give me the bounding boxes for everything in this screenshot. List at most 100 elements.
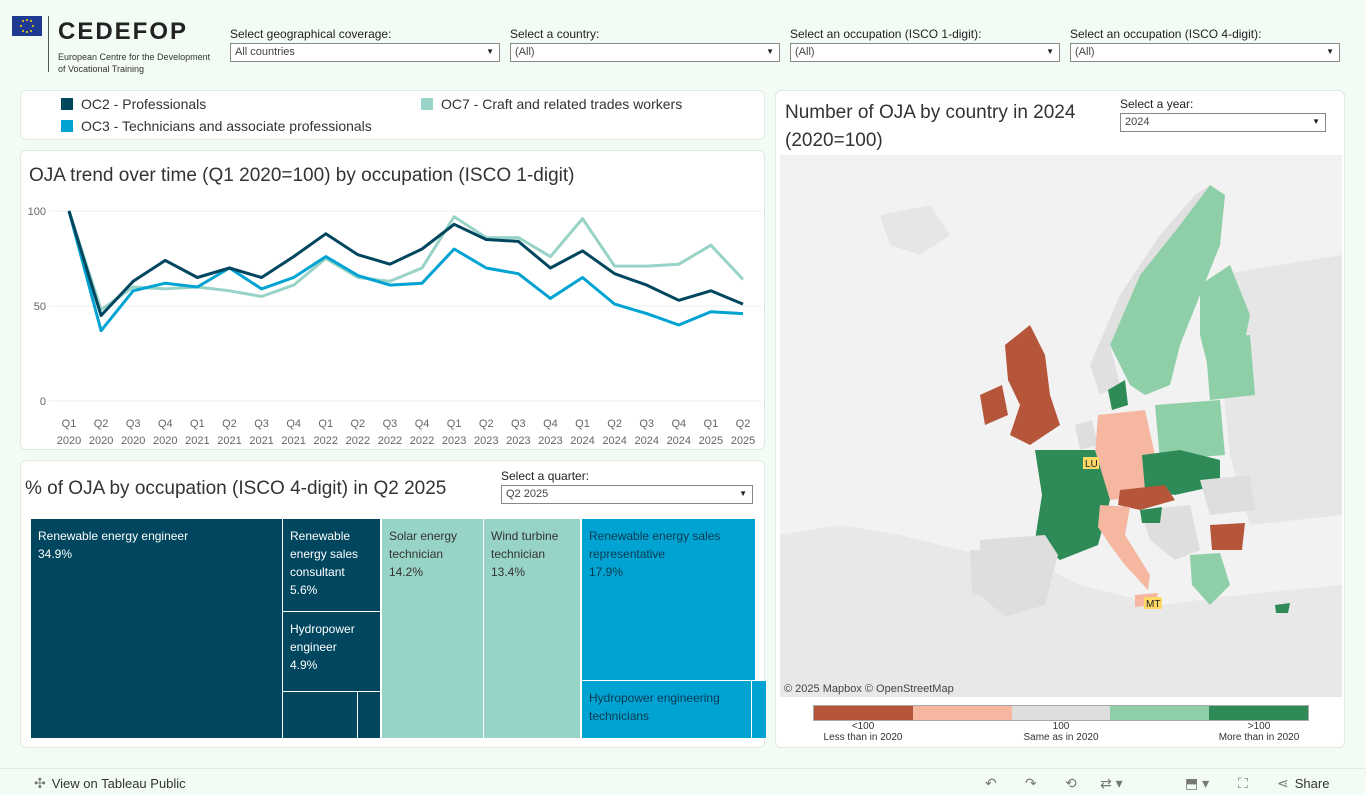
tableau-icon: ✣ (34, 775, 46, 791)
country-select[interactable]: (All) ▼ (510, 43, 780, 62)
series-line-oc2[interactable] (67, 210, 744, 317)
country-portugal[interactable] (970, 550, 988, 595)
x-tick-quarter: Q2 (222, 418, 237, 430)
occupation-1digit-select[interactable]: (All) ▼ (790, 43, 1060, 62)
x-tick-quarter: Q1 (575, 418, 590, 430)
x-tick-year: 2022 (314, 435, 338, 447)
treemap-cell-sales-consultant[interactable]: Renewable energy sales consultant 5.6% (283, 519, 381, 612)
undo-button[interactable]: ↶ (985, 775, 997, 792)
trend-chart[interactable]: 0 50 100 Q1 2020 Q2 2020 Q3 2020 Q4 2020 Q1 2021 Q2 20… (21, 151, 764, 449)
y-tick-label: 100 (28, 206, 46, 218)
country-france[interactable] (1035, 450, 1110, 560)
redo-icon: ↷ (1025, 775, 1037, 791)
country-united-kingdom[interactable] (1005, 325, 1060, 445)
geographical-coverage-select[interactable]: All countries ▼ (230, 43, 500, 62)
cell-value: 4.9% (290, 658, 318, 672)
share-button[interactable]: ⋖ Share (1277, 775, 1329, 792)
country-denmark[interactable] (1108, 380, 1128, 410)
treemap-cell-hydropower-technicians[interactable]: Hydropower engineering technicians (582, 681, 752, 739)
share-label: Share (1294, 776, 1330, 791)
country-italy[interactable] (1098, 505, 1150, 590)
legend-band-less-light (912, 706, 1012, 720)
legend-item-oc2[interactable]: OC2 - Professionals (61, 96, 206, 112)
download-icon: ⬒ ▾ (1185, 775, 1210, 791)
treemap-title: % of OJA by occupation (ISCO 4-digit) in… (25, 478, 447, 499)
country-austria[interactable] (1118, 485, 1175, 510)
x-tick-quarter: Q4 (286, 418, 301, 430)
country-poland[interactable] (1155, 400, 1225, 460)
treemap-cell-small-3[interactable] (752, 681, 767, 739)
legend-item-oc7[interactable]: OC7 - Craft and related trades workers (421, 96, 682, 112)
refresh-button[interactable]: ⇄ ▾ (1100, 775, 1123, 792)
treemap-cell-small-2[interactable] (358, 692, 381, 739)
chevron-down-icon: ▼ (766, 47, 774, 56)
occupation-4digit-select[interactable]: (All) ▼ (1070, 43, 1340, 62)
country-germany[interactable] (1095, 410, 1155, 500)
legend-swatch (61, 120, 73, 132)
country-slovenia-croatia[interactable] (1140, 507, 1162, 523)
series-line-oc7[interactable] (67, 210, 745, 312)
quarter-select[interactable]: Q2 2025 ▼ (501, 485, 753, 504)
cedefop-logo[interactable]: CEDEFOP European Centre for the Developm… (12, 16, 212, 74)
logo-subtitle: European Centre for the Development of V… (58, 52, 211, 74)
x-tick-quarter: Q2 (736, 418, 751, 430)
treemap-panel: % of OJA by occupation (ISCO 4-digit) in… (20, 460, 767, 748)
cell-label: Renewable energy sales representative (589, 529, 721, 561)
country-cyprus[interactable] (1275, 603, 1290, 613)
x-tick-year: 2021 (217, 435, 241, 447)
north-africa-land (780, 525, 1342, 697)
country-greece[interactable] (1190, 553, 1230, 605)
map-color-legend[interactable] (813, 705, 1309, 721)
fullscreen-button[interactable]: ⛶ (1238, 775, 1248, 792)
x-tick-year: 2020 (89, 435, 113, 447)
cell-label: Renewable energy engineer (38, 529, 189, 543)
country-benelux[interactable] (1075, 420, 1098, 450)
legend-label: OC3 - Technicians and associate professi… (81, 118, 372, 134)
treemap-cell-wind-turbine-technician[interactable]: Wind turbine technician 13.4% (484, 519, 581, 739)
badge-lu[interactable] (1083, 457, 1099, 469)
series-line-oc3[interactable] (67, 210, 744, 333)
cell-label: Wind turbine technician (491, 529, 559, 561)
treemap-cell-renewable-energy-engineer[interactable]: Renewable energy engineer 34.9% (31, 519, 283, 739)
cell-value: 5.6% (290, 583, 318, 597)
treemap-cell-sales-representative[interactable]: Renewable energy sales representative 17… (582, 519, 756, 681)
x-tick-year: 2025 (699, 435, 723, 447)
country-romania[interactable] (1200, 475, 1255, 515)
cell-value: 34.9% (38, 547, 73, 561)
country-sweden[interactable] (1110, 185, 1225, 395)
view-label: View on Tableau Public (51, 776, 186, 791)
revert-button[interactable]: ⟲ (1065, 775, 1077, 792)
y-tick-label: 0 (40, 396, 46, 408)
treemap-cell-solar-energy-technician[interactable]: Solar energy technician 14.2% (382, 519, 484, 739)
x-tick-year: 2025 (731, 435, 755, 447)
x-tick-year: 2023 (506, 435, 530, 447)
country-central-europe[interactable] (1142, 450, 1220, 495)
x-tick-year: 2020 (153, 435, 177, 447)
badge-mt[interactable] (1144, 597, 1162, 609)
download-button[interactable]: ⬒ ▾ (1185, 775, 1209, 792)
x-tick-quarter: Q2 (607, 418, 622, 430)
treemap-cell-small-1[interactable] (283, 692, 358, 739)
x-tick-year: 2023 (474, 435, 498, 447)
x-tick-year: 2022 (378, 435, 402, 447)
x-tick-quarter: Q1 (704, 418, 719, 430)
x-tick-year: 2024 (634, 435, 658, 447)
y-tick-label: 50 (34, 301, 46, 313)
country-spain[interactable] (980, 535, 1058, 617)
country-bulgaria[interactable] (1210, 523, 1245, 550)
redo-button[interactable]: ↷ (1025, 775, 1037, 792)
view-on-tableau-link[interactable]: ✣ View on Tableau Public (34, 775, 186, 792)
treemap-cell-hydropower-engineer[interactable]: Hydropower engineer 4.9% (283, 612, 381, 692)
country-baltics[interactable] (1205, 335, 1255, 400)
year-select[interactable]: 2024 ▼ (1120, 113, 1326, 132)
europe-map[interactable]: LU MT (780, 155, 1342, 697)
badge-mt-label: MT (1146, 599, 1160, 610)
country-ireland[interactable] (980, 385, 1008, 425)
country-norway[interactable] (1090, 185, 1210, 395)
legend-item-oc3[interactable]: OC3 - Technicians and associate professi… (61, 118, 372, 134)
header: CEDEFOP European Centre for the Developm… (0, 0, 1366, 84)
x-tick-quarter: Q1 (447, 418, 462, 430)
x-tick-year: 2020 (121, 435, 145, 447)
eu-flag-icon (12, 16, 42, 36)
x-tick-year: 2024 (667, 435, 691, 447)
